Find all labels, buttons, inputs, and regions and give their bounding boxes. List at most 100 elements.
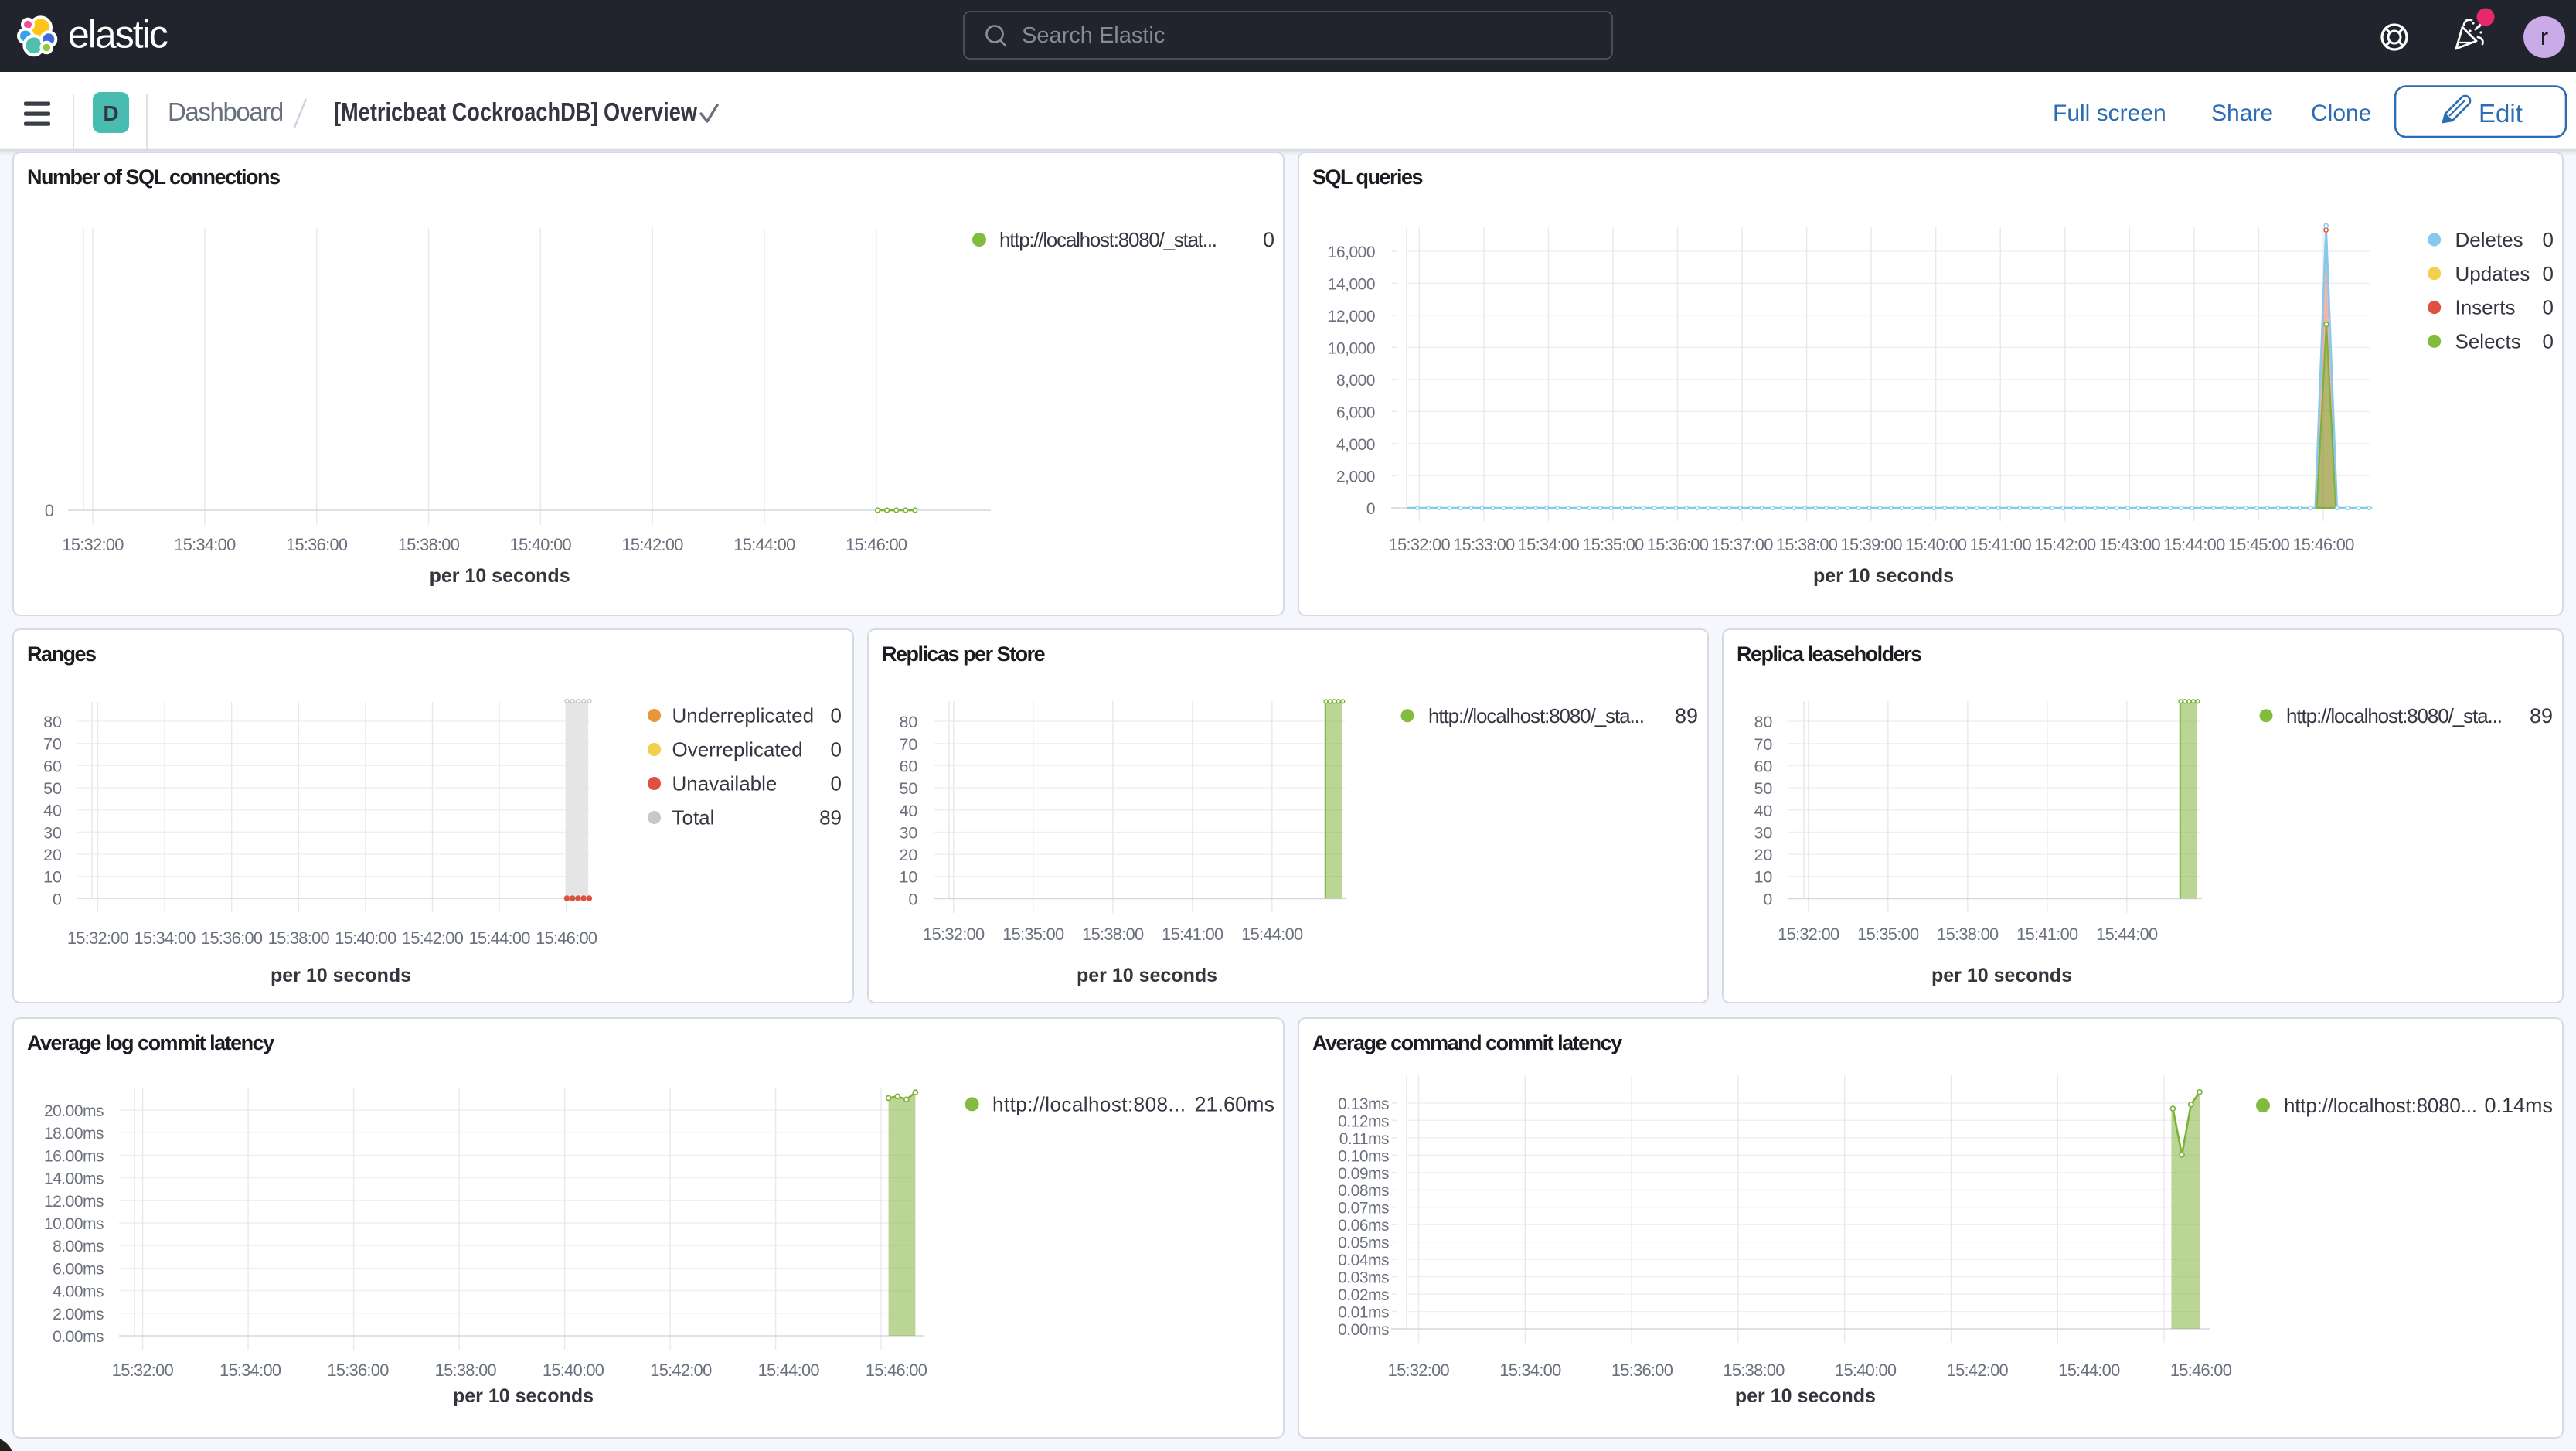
- svg-text:Number of SQL connections: Number of SQL connections: [27, 165, 280, 189]
- svg-text:15:34:00: 15:34:00: [134, 928, 196, 948]
- svg-text:12.00ms: 12.00ms: [44, 1193, 104, 1211]
- svg-text:Unavailable: Unavailable: [672, 772, 778, 795]
- svg-text:20: 20: [1754, 846, 1772, 864]
- svg-text:14.00ms: 14.00ms: [44, 1170, 104, 1188]
- svg-text:D: D: [103, 101, 118, 125]
- svg-text:0: 0: [2543, 262, 2554, 285]
- svg-text:15:38:00: 15:38:00: [1723, 1361, 1785, 1380]
- svg-text:12,000: 12,000: [1328, 308, 1375, 325]
- svg-text:0.14ms: 0.14ms: [2484, 1094, 2553, 1117]
- svg-text:40: 40: [899, 802, 917, 820]
- svg-text:20: 20: [899, 846, 917, 864]
- svg-text:15:40:00: 15:40:00: [1905, 535, 1967, 554]
- svg-text:Deletes: Deletes: [2455, 228, 2523, 251]
- svg-text:15:32:00: 15:32:00: [112, 1361, 174, 1380]
- svg-text:15:46:00: 15:46:00: [2170, 1361, 2232, 1380]
- svg-text:14,000: 14,000: [1328, 275, 1375, 293]
- svg-text:http://localhost:8080...: http://localhost:8080...: [2284, 1094, 2477, 1117]
- svg-text:15:42:00: 15:42:00: [650, 1361, 712, 1380]
- svg-text:50: 50: [899, 779, 917, 798]
- svg-text:50: 50: [43, 779, 62, 798]
- svg-text:20.00ms: 20.00ms: [44, 1102, 104, 1120]
- svg-text:15:37:00: 15:37:00: [1711, 535, 1773, 554]
- svg-text:Dashboard: Dashboard: [168, 97, 283, 126]
- svg-text:89: 89: [819, 806, 842, 829]
- svg-text:70: 70: [899, 735, 917, 754]
- svg-text:0.09ms: 0.09ms: [1338, 1165, 1389, 1183]
- svg-text:0.00ms: 0.00ms: [1338, 1321, 1389, 1339]
- svg-text:15:41:00: 15:41:00: [2016, 925, 2078, 944]
- svg-text:15:38:00: 15:38:00: [268, 928, 330, 948]
- svg-text:15:44:00: 15:44:00: [2096, 925, 2158, 944]
- svg-text:0.03ms: 0.03ms: [1338, 1269, 1389, 1287]
- svg-text:Inserts: Inserts: [2455, 296, 2516, 319]
- svg-text:10: 10: [899, 868, 917, 887]
- svg-text:0.02ms: 0.02ms: [1338, 1286, 1389, 1304]
- svg-text:15:46:00: 15:46:00: [536, 928, 597, 948]
- svg-text:15:39:00: 15:39:00: [1841, 535, 1903, 554]
- svg-text:15:34:00: 15:34:00: [219, 1361, 281, 1380]
- svg-text:0.07ms: 0.07ms: [1338, 1200, 1389, 1218]
- svg-text:15:40:00: 15:40:00: [335, 928, 396, 948]
- svg-text:60: 60: [899, 757, 917, 775]
- svg-text:0: 0: [1763, 890, 1772, 908]
- svg-text:Average log commit latency: Average log commit latency: [27, 1031, 274, 1054]
- svg-text:40: 40: [1754, 802, 1772, 820]
- svg-text:4.00ms: 4.00ms: [53, 1283, 104, 1301]
- svg-text:15:34:00: 15:34:00: [1499, 1361, 1561, 1380]
- svg-text:15:42:00: 15:42:00: [2034, 535, 2096, 554]
- svg-text:15:36:00: 15:36:00: [327, 1361, 389, 1380]
- svg-text:Average command commit latency: Average command commit latency: [1312, 1031, 1622, 1054]
- svg-text:15:42:00: 15:42:00: [1947, 1361, 2009, 1380]
- svg-text:0: 0: [831, 704, 842, 727]
- svg-text:15:36:00: 15:36:00: [1647, 535, 1709, 554]
- svg-text:15:34:00: 15:34:00: [1518, 535, 1580, 554]
- svg-text:0.10ms: 0.10ms: [1338, 1147, 1389, 1165]
- svg-text:15:38:00: 15:38:00: [398, 535, 460, 554]
- svg-text:15:44:00: 15:44:00: [2058, 1361, 2120, 1380]
- svg-text:15:44:00: 15:44:00: [733, 535, 795, 554]
- svg-text:Replicas per Store: Replicas per Store: [882, 642, 1046, 666]
- svg-text:50: 50: [1754, 779, 1772, 798]
- svg-text:70: 70: [1754, 735, 1772, 754]
- svg-text:0.04ms: 0.04ms: [1338, 1252, 1389, 1269]
- svg-text:15:35:00: 15:35:00: [1857, 925, 1919, 944]
- svg-text:89: 89: [2530, 704, 2553, 727]
- svg-text:[Metricbeat CockroachDB] Overv: [Metricbeat CockroachDB] Overview: [334, 97, 697, 126]
- svg-text:per 10 seconds: per 10 seconds: [1931, 965, 2072, 986]
- svg-text:21.60ms: 21.60ms: [1194, 1092, 1274, 1115]
- svg-text:15:35:00: 15:35:00: [1002, 925, 1064, 944]
- svg-text:15:46:00: 15:46:00: [866, 1361, 927, 1380]
- svg-text:http://localhost:808...: http://localhost:808...: [992, 1092, 1186, 1115]
- svg-text:per 10 seconds: per 10 seconds: [1077, 965, 1217, 986]
- svg-text:Share: Share: [2211, 100, 2273, 126]
- svg-text:15:41:00: 15:41:00: [1970, 535, 2032, 554]
- svg-text:10.00ms: 10.00ms: [44, 1215, 104, 1233]
- svg-text:18.00ms: 18.00ms: [44, 1125, 104, 1143]
- svg-text:Total: Total: [672, 806, 715, 829]
- svg-text:SQL queries: SQL queries: [1312, 165, 1423, 189]
- svg-text:Selects: Selects: [2455, 329, 2521, 353]
- svg-text:0: 0: [831, 738, 842, 761]
- svg-text:15:44:00: 15:44:00: [758, 1361, 820, 1380]
- svg-text:r: r: [2540, 23, 2548, 50]
- svg-text:0.05ms: 0.05ms: [1338, 1235, 1389, 1252]
- svg-text:Ranges: Ranges: [27, 642, 96, 666]
- svg-text:80: 80: [43, 713, 62, 731]
- svg-text:15:46:00: 15:46:00: [846, 535, 907, 554]
- svg-text:15:40:00: 15:40:00: [543, 1361, 604, 1380]
- svg-text:0.11ms: 0.11ms: [1339, 1130, 1389, 1148]
- svg-text:15:32:00: 15:32:00: [1778, 925, 1839, 944]
- svg-text:0.00ms: 0.00ms: [53, 1328, 104, 1346]
- svg-text:elastic: elastic: [68, 13, 168, 56]
- svg-text:0.12ms: 0.12ms: [1338, 1112, 1389, 1130]
- svg-text:0: 0: [1366, 500, 1375, 518]
- svg-text:per 10 seconds: per 10 seconds: [430, 565, 570, 587]
- svg-text:15:36:00: 15:36:00: [201, 928, 263, 948]
- svg-text:0: 0: [908, 890, 917, 908]
- svg-text:0: 0: [53, 890, 62, 908]
- svg-text:http://localhost:8080/_sta...: http://localhost:8080/_sta...: [2286, 704, 2503, 727]
- svg-text:40: 40: [43, 802, 62, 820]
- svg-text:15:36:00: 15:36:00: [1611, 1361, 1673, 1380]
- svg-text:15:33:00: 15:33:00: [1453, 535, 1515, 554]
